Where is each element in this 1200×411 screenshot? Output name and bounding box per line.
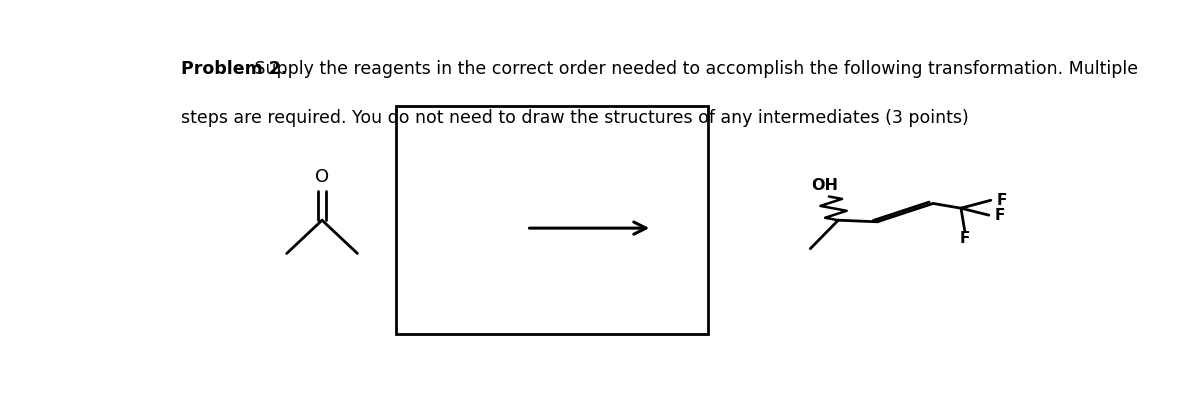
Text: F: F <box>995 208 1004 223</box>
Text: OH: OH <box>811 178 838 193</box>
Bar <box>396 106 708 334</box>
Text: F: F <box>996 193 1007 208</box>
Text: O: O <box>314 169 329 186</box>
Text: Supply the reagents in the correct order needed to accomplish the following tran: Supply the reagents in the correct order… <box>248 60 1138 79</box>
Text: steps are required. You do not need to draw the structures of any intermediates : steps are required. You do not need to d… <box>181 109 968 127</box>
Text: F: F <box>960 231 970 246</box>
Text: Problem 2.: Problem 2. <box>181 60 287 79</box>
